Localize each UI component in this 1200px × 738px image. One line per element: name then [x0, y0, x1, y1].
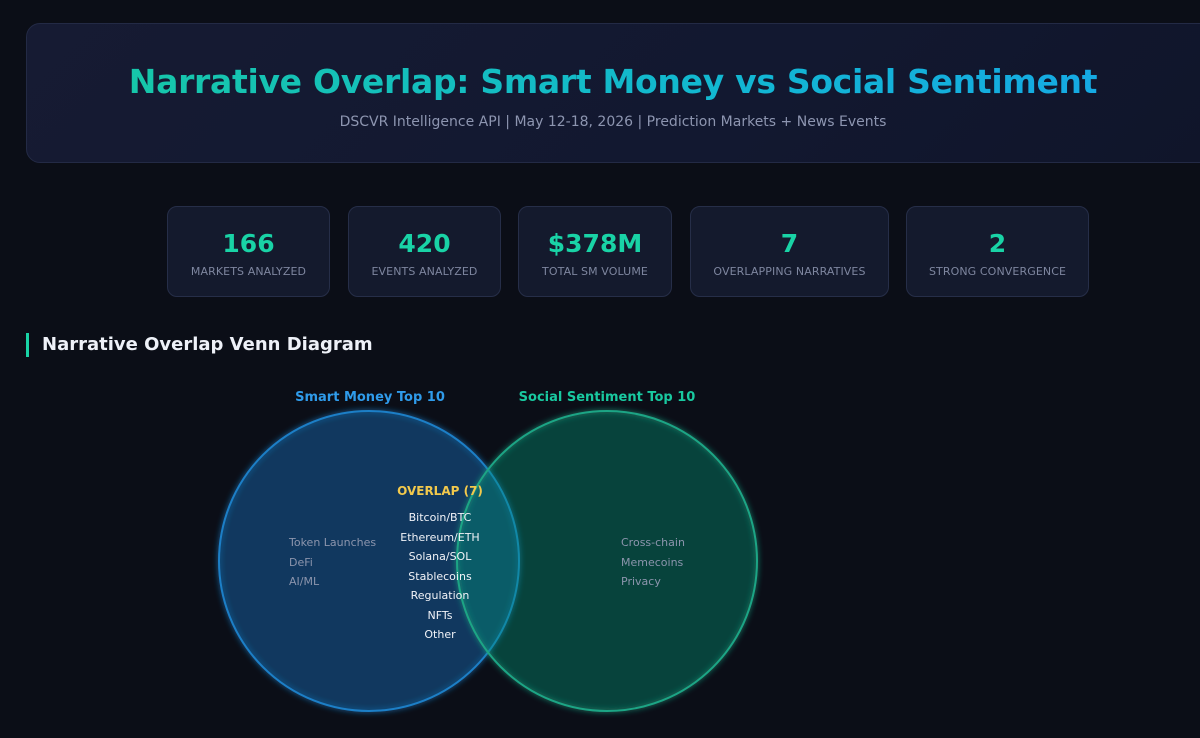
header-card: Narrative Overlap: Smart Money vs Social… — [26, 23, 1200, 163]
social-sentiment-only-list: Cross-chain Memecoins Privacy — [621, 533, 685, 592]
page-subtitle: DSCVR Intelligence API | May 12-18, 2026… — [339, 114, 887, 130]
stat-card-events: 420 EVENTS ANALYZED — [348, 206, 501, 297]
stat-value: 420 — [398, 229, 451, 258]
stat-card-markets: 166 MARKETS ANALYZED — [167, 206, 330, 297]
social-sentiment-only-item: Privacy — [621, 575, 661, 588]
stat-card-convergence: 2 STRONG CONVERGENCE — [906, 206, 1089, 297]
stat-value: $378M — [547, 229, 643, 258]
overlap-item: Stablecoins — [408, 569, 472, 583]
stat-value: 166 — [222, 229, 275, 258]
stat-label: EVENTS ANALYZED — [371, 265, 478, 278]
venn-svg — [218, 410, 758, 712]
overlap-item: Solana/SOL — [408, 550, 472, 563]
set-title-smart-money: Smart Money Top 10 — [295, 390, 445, 405]
smart-money-only-item: DeFi — [289, 555, 313, 569]
stat-label: OVERLAPPING NARRATIVES — [713, 265, 866, 278]
stats-row: 166 MARKETS ANALYZED 420 EVENTS ANALYZED… — [0, 206, 1200, 297]
page-title: Narrative Overlap: Smart Money vs Social… — [27, 62, 1199, 101]
stat-card-overlapping: 7 OVERLAPPING NARRATIVES — [690, 206, 889, 297]
stat-label: STRONG CONVERGENCE — [928, 265, 1067, 278]
stat-label: MARKETS ANALYZED — [190, 265, 307, 278]
overlap-item: Other — [424, 628, 456, 641]
social-sentiment-only-item: Cross-chain — [621, 536, 685, 549]
section-title: Narrative Overlap Venn Diagram — [26, 333, 373, 357]
set-title-social-sentiment: Social Sentiment Top 10 — [518, 390, 696, 405]
overlap-list: Bitcoin/BTC Ethereum/ETH Solana/SOL Stab… — [340, 508, 540, 645]
overlap-item: NFTs — [427, 608, 453, 622]
stat-card-volume: $378M TOTAL SM VOLUME — [518, 206, 672, 297]
stat-value: 2 — [988, 229, 1007, 258]
overlap-title: OVERLAP (7) — [397, 484, 483, 498]
smart-money-only-item: AI/ML — [289, 575, 320, 588]
circle-social-sentiment — [456, 410, 758, 712]
venn-diagram: Smart Money Top 10 Social Sentiment Top … — [0, 370, 1200, 738]
stat-label: TOTAL SM VOLUME — [542, 265, 648, 278]
overlap-item: Regulation — [410, 589, 470, 602]
stat-value: 7 — [780, 229, 799, 258]
social-sentiment-only-item: Memecoins — [621, 555, 684, 569]
smart-money-only-item: Token Launches — [289, 536, 377, 549]
overlap-item: Bitcoin/BTC — [408, 511, 472, 524]
overlap-item: Ethereum/ETH — [400, 530, 480, 544]
smart-money-only-list: Token Launches DeFi AI/ML — [289, 533, 376, 592]
